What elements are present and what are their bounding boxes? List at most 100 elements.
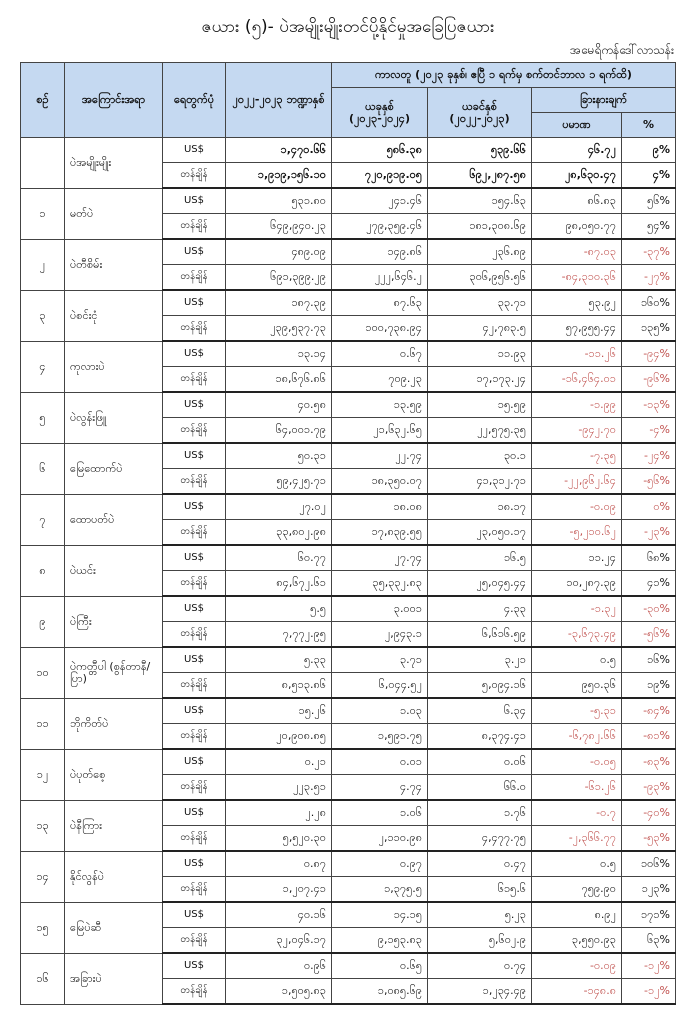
difference-amount-cell: ၈၆.၈၃: [531, 187, 622, 214]
header-item: အကြောင်းအရာ: [64, 62, 163, 138]
measure-cell: US$: [162, 340, 226, 367]
serial-cell: ၁၁: [20, 697, 65, 750]
difference-percent-cell: -၈၄%: [621, 697, 676, 724]
table-row: တန်ချိန် ၁,၂၀၇.၄၁ ၁,၃၇၅.၅ ၆၁၅.၆ ၇၅၉.၉၀ ၁၂၃%: [21, 876, 676, 903]
difference-percent-cell: -၉၆%: [621, 366, 676, 393]
difference-amount-cell: -၉၄၂.၇၀: [531, 417, 622, 444]
measure-cell: US$: [162, 697, 226, 724]
previous-year-cell: ၆.၃၄: [427, 697, 532, 724]
previous-year-cell: ၆၆.၀: [427, 774, 532, 801]
difference-percent-cell: ၀%: [621, 493, 676, 520]
difference-percent-cell: ၄%: [621, 162, 676, 189]
serial-cell: ၇: [20, 493, 65, 546]
table-row: တန်ချိန် ၁,၅၀၅.၈၃ ၁,၀၈၅.၆၉ ၁,၂၃၄.၄၉ -၁၄၈.၈ -၁…: [21, 978, 676, 1005]
table-row: ၁၁ ဘိုကိတ်ပဲ US$ ၁၅.၂၆ ၁.၀၃ ၆.၃၄ -၅.၃၁ -၈၄%: [20, 697, 676, 750]
current-year-cell: ၂,၉၄၃.၁: [331, 621, 428, 648]
serial-cell: ၁၅: [20, 901, 65, 954]
fiscal-year-cell: ၃၂,၀၄၆.၁၇: [225, 927, 332, 954]
current-year-cell: ၃.၀၀၁: [331, 595, 428, 622]
measure-cell: US$: [162, 238, 226, 265]
fiscal-year-cell: ၂၀,၉၀၈.၈၅: [225, 723, 332, 750]
previous-year-cell: ၈,၃၇၄.၄၁: [427, 723, 532, 750]
table-row: ၄ကုလားပဲ US$ ၁၃.၁၄ ၀.၆၇ ၁၁.၉၃ -၁၁.၂၆ -၉၄%: [20, 340, 676, 393]
fiscal-year-cell: ၇,၇၇၂.၉၅: [225, 621, 332, 648]
difference-amount-cell: -၀.၇: [531, 799, 622, 826]
measure-cell: US$: [162, 646, 226, 673]
serial-cell: ၁: [20, 187, 65, 240]
fiscal-year-cell: ၃၃,၈၀၂.၉၈: [225, 519, 332, 546]
current-year-cell: ၁,၅၉၁.၇၅: [331, 723, 428, 750]
table-row: တန်ချိန် ၅၉,၄၂၅.၇၁ ၁၈,၃၅၀.၀၇ ၄၁,၃၁၂.၇၁ -၂၂,၉…: [21, 468, 676, 495]
table-row: တန်ချိန် ၅,၅၂၀.၃၀ ၂,၁၁၀.၉၈ ၄,၄၇၇.၇၅ -၂,၃၆၆.၇…: [21, 825, 676, 852]
difference-amount-cell: ၅၇,၉၅၅.၄၄: [531, 315, 622, 342]
current-year-cell: ၁.၀၃: [331, 697, 428, 724]
table-row: ၅ပဲလွန်းဖြူ US$ ၄၀.၅၈ ၁၃.၅၉ ၁၅.၅၉ -၁.၉၉ -၁၃%: [20, 391, 676, 444]
difference-percent-cell: -၈၃%: [621, 748, 676, 775]
difference-amount-cell: ၇၅၉.၉၀: [531, 876, 622, 903]
table-row: ၆မြေထောက်ပဲ US$ ၅၀.၃၁ ၂၂.၇၄ ၃၀.၁ -၇.၃၅ -၂၄%: [20, 442, 676, 495]
difference-percent-cell: -၅၆%: [621, 621, 676, 648]
previous-year-cell: ၁၅၄.၆၃: [427, 187, 532, 214]
current-year-cell: ၂၁,၆၃၂.၆၅: [331, 417, 428, 444]
difference-amount-cell: -၈၇.၀၃: [531, 238, 622, 265]
item-name-cell: ပဲပုတ်စေ့: [64, 748, 163, 801]
previous-year-cell: ၄.၃၃: [427, 595, 532, 622]
table-row: ပဲအမျိုးမျိုး US$ ၁,၄၇၀.၆၆ ၅၈၆.၃၈ ၅၃၉.၆၆ ၄၆.၇…: [20, 137, 676, 189]
measure-cell: တန်ချိန်: [162, 774, 226, 801]
table-row: တန်ချိန် ၁၈,၆၇၆.၈၆ ၇၀၉.၂၃ ၁၇,၁၇၃.၂၄ -၁၆,၄၆၄.…: [21, 366, 676, 393]
difference-percent-cell: -၃၇%: [621, 238, 676, 265]
previous-year-cell: ၆၁၅.၆: [427, 876, 532, 903]
previous-year-cell: ၁၆.၅: [427, 544, 532, 571]
difference-percent-cell: -၃၀%: [621, 595, 676, 622]
measure-cell: တန်ချိန်: [162, 978, 226, 1005]
fiscal-year-cell: ၁,၂၀၇.၄၁: [225, 876, 332, 903]
difference-amount-cell: -၈၄,၃၁၀.၃၆: [531, 264, 622, 291]
previous-year-cell: ၁.၇၆: [427, 799, 532, 826]
current-year-cell: ၁၈.၀၈: [331, 493, 428, 520]
serial-cell: ၈: [20, 544, 65, 597]
header-sr: စဉ်: [20, 62, 65, 138]
table-row: တန်ချိန် ၂၂၃.၅၁ ၄.၇၄ ၆၆.၀ -၆၁.၂၆ -၉၃%: [21, 774, 676, 801]
table-row: ၃ပဲစင်းငုံ US$ ၁၈၇.၃၉ ၈၇.၆၃ ၃၃.၇၁ ၅၃.၉၂ ၁၆၀%: [20, 289, 676, 342]
serial-cell: ၁၆: [20, 952, 65, 1005]
serial-cell: ၁၂: [20, 748, 65, 801]
previous-year-cell: ၁,၂၃၄.၄၉: [427, 978, 532, 1005]
fiscal-year-cell: ၅၀.၃၁: [225, 442, 332, 469]
difference-percent-cell: -၂၇%: [621, 264, 676, 291]
table-row: ၇ထောပတ်ပဲ US$ ၂၇.၀၂ ၁၈.၀၈ ၁၈.၁၇ -၀.၀၉ ၀%: [20, 493, 676, 546]
difference-amount-cell: ၁၁.၂၄: [531, 544, 622, 571]
previous-year-cell: ၃၀.၁: [427, 442, 532, 469]
previous-year-cell: ၆,၆၁၆.၅၉: [427, 621, 532, 648]
difference-amount-cell: -၁.၃၂: [531, 595, 622, 622]
difference-percent-cell: ၁၀၆%: [621, 850, 676, 877]
measure-cell: US$: [162, 137, 226, 163]
table-title: ဇယား (၅)- ပဲအမျိုးမျိုးတင်ပို့နိုင်မှုအခ…: [201, 17, 495, 37]
difference-percent-cell: ၆၃%: [621, 927, 676, 954]
measure-cell: US$: [162, 289, 226, 316]
fiscal-year-cell: ၁၈,၆၇၆.၈၆: [225, 366, 332, 393]
measure-cell: တန်ချိန်: [162, 468, 226, 495]
measure-cell: တန်ချိန်: [162, 315, 226, 342]
current-year-cell: ၆,၀၄၄.၅၂: [331, 672, 428, 699]
difference-amount-cell: -၅,၂၁၀.၆၂: [531, 519, 622, 546]
table-row: ၉ပဲကြီး US$ ၅.၅ ၃.၀၀၁ ၄.၃၃ -၁.၃၂ -၃၀%: [20, 595, 676, 648]
previous-year-cell: ၃.၂၁: [427, 646, 532, 673]
serial-cell: [20, 137, 65, 189]
difference-percent-cell: -၄%: [621, 417, 676, 444]
previous-year-cell: ၂၃၆.၈၉: [427, 238, 532, 265]
difference-amount-cell: -၃,၆၇၃.၄၉: [531, 621, 622, 648]
fiscal-year-cell: ၀.၂၁: [225, 748, 332, 775]
measure-cell: US$: [162, 901, 226, 928]
current-year-cell: ၁၇,၈၃၉.၅၅: [331, 519, 428, 546]
previous-year-cell: ၄၁,၃၁၂.၇၁: [427, 468, 532, 495]
difference-amount-cell: -၁၄၈.၈: [531, 978, 622, 1005]
fiscal-year-cell: ၄၈၉.၀၉: [225, 238, 332, 265]
table-row: တန်ချိန် ၈,၅၁၃.၈၆ ၆,၀၄၄.၅၂ ၅,၀၉၄.၁၆ ၉၅၀.၃၆ ၁၉…: [21, 672, 676, 699]
table-row: တန်ချိန် ၆၄၉,၉၄၀.၂၃ ၂၇၉,၃၅၉.၄၆ ၁၈၁,၃၀၈.၆၉ ၉၈…: [21, 213, 676, 240]
difference-percent-cell: ၁၆၀%: [621, 289, 676, 316]
current-year-cell: ၁၄၉.၈၆: [331, 238, 428, 265]
table-row: ၁မတ်ပဲ US$ ၅၃၁.၈၀ ၂၄၁.၄၆ ၁၅၄.၆၃ ၈၆.၈၃ ၅၆%: [20, 187, 676, 240]
difference-percent-cell: ၅၄%: [621, 213, 676, 240]
export-table: စဉ် အကြောင်းအရာ ရေတွက်ပုံ ၂၀၂၂-၂၀၂၃ ဘဏ္ဍ…: [20, 62, 676, 1005]
serial-cell: ၅: [20, 391, 65, 444]
